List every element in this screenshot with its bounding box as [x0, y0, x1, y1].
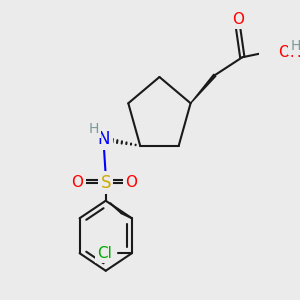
Text: O: O — [126, 175, 138, 190]
Text: O: O — [71, 175, 83, 190]
Text: N: N — [98, 130, 110, 148]
Text: Cl: Cl — [97, 246, 112, 261]
Text: S: S — [100, 174, 111, 192]
Text: OH: OH — [278, 45, 300, 60]
Text: H: H — [88, 122, 99, 136]
Polygon shape — [190, 74, 216, 103]
Text: H: H — [291, 39, 300, 53]
Text: O: O — [232, 12, 244, 27]
